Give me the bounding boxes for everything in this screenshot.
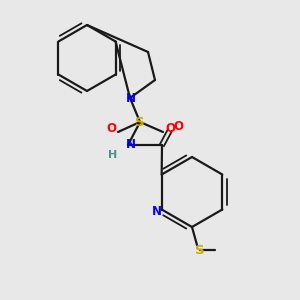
Text: S: S — [135, 116, 145, 128]
Text: O: O — [165, 122, 175, 136]
Text: N: N — [152, 205, 162, 218]
Text: H: H — [108, 150, 118, 160]
Text: O: O — [106, 122, 116, 136]
Text: O: O — [173, 119, 183, 133]
Text: N: N — [126, 92, 136, 104]
Text: N: N — [126, 137, 136, 151]
Text: S: S — [195, 244, 205, 256]
